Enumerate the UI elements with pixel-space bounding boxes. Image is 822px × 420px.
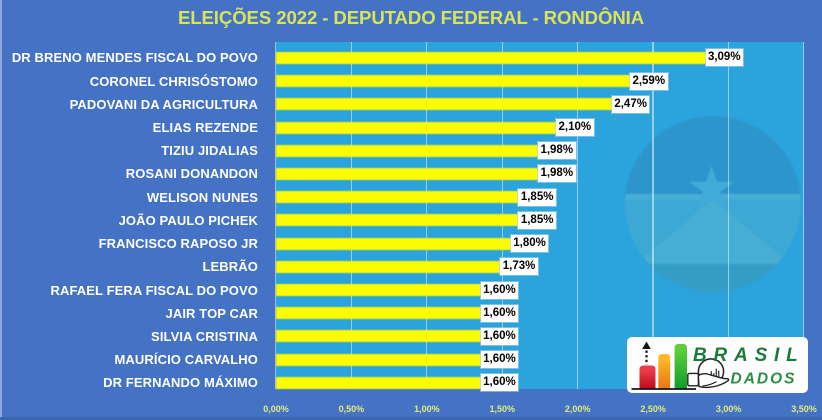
svg-text:BRASIL: BRASIL xyxy=(693,345,805,366)
svg-text:DADOS: DADOS xyxy=(731,371,797,388)
